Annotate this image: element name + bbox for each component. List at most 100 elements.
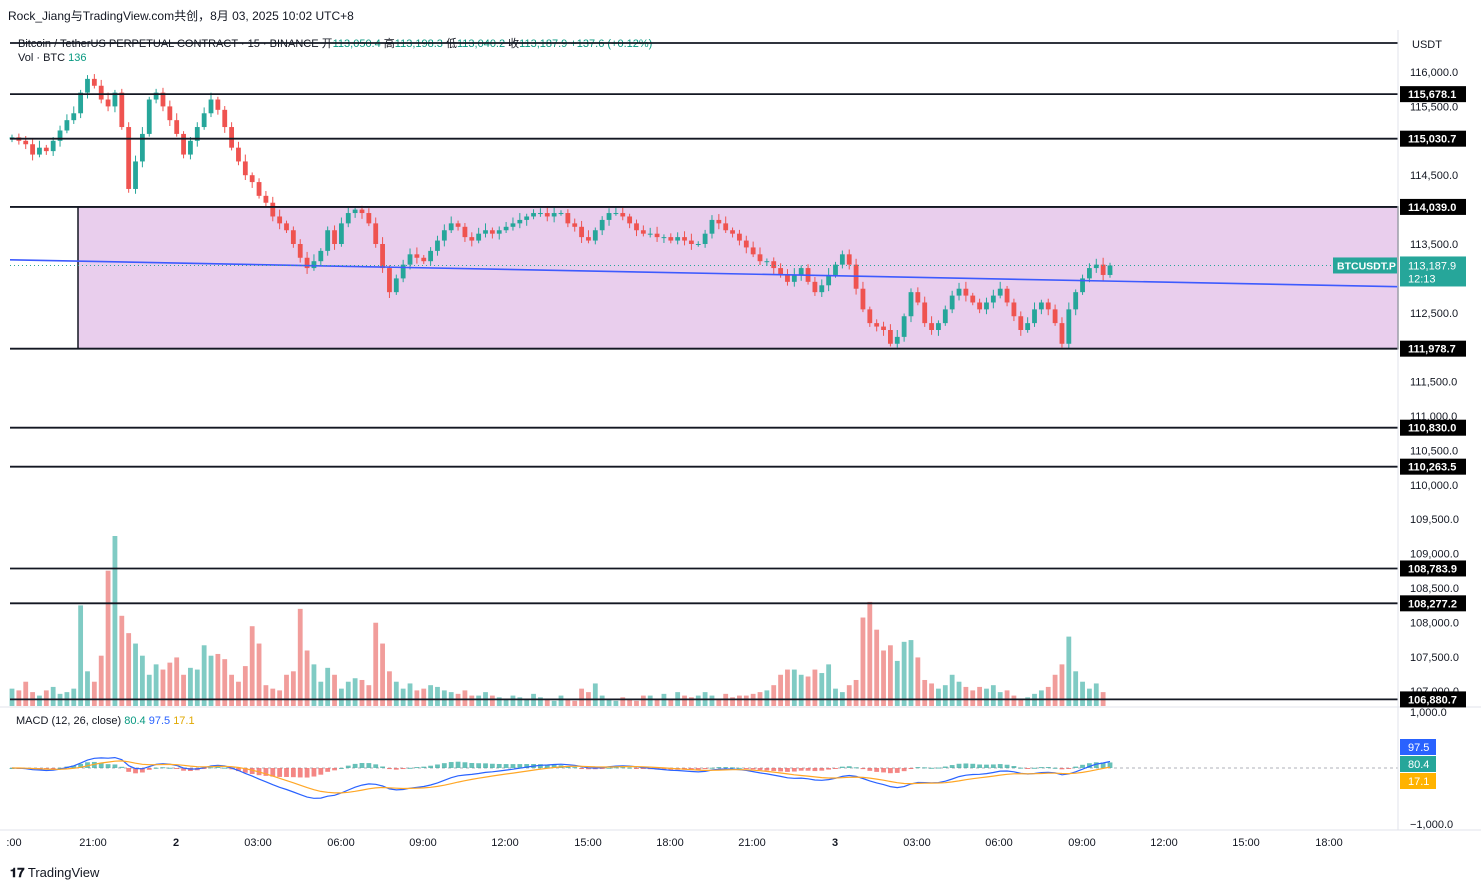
volume-bar[interactable] bbox=[977, 686, 983, 706]
volume-bar[interactable] bbox=[1052, 674, 1058, 706]
volume-bar[interactable] bbox=[1093, 683, 1099, 706]
volume-bar[interactable] bbox=[1045, 686, 1051, 706]
volume-bar[interactable] bbox=[942, 685, 948, 706]
candle[interactable] bbox=[263, 195, 269, 203]
volume-bar[interactable] bbox=[558, 695, 564, 706]
volume-bar[interactable] bbox=[647, 695, 653, 706]
volume-bar[interactable] bbox=[91, 681, 97, 706]
candle[interactable] bbox=[50, 140, 56, 152]
candle[interactable] bbox=[496, 230, 502, 234]
volume-bar[interactable] bbox=[380, 643, 385, 706]
volume-bar[interactable] bbox=[860, 617, 866, 706]
candle[interactable] bbox=[894, 336, 900, 344]
candle[interactable] bbox=[1011, 302, 1017, 317]
candle[interactable] bbox=[695, 244, 701, 245]
volume-bar[interactable] bbox=[654, 699, 660, 706]
candle[interactable] bbox=[1059, 323, 1065, 344]
volume-bar[interactable] bbox=[414, 690, 420, 706]
volume-bar[interactable] bbox=[400, 688, 406, 706]
candle[interactable] bbox=[318, 250, 324, 262]
candle[interactable] bbox=[139, 133, 145, 162]
volume-bar[interactable] bbox=[867, 601, 873, 706]
candle[interactable] bbox=[620, 213, 626, 217]
volume-bar[interactable] bbox=[181, 674, 186, 706]
volume-bar[interactable] bbox=[332, 674, 337, 706]
candle[interactable] bbox=[208, 99, 214, 114]
candle[interactable] bbox=[846, 254, 852, 265]
candle[interactable] bbox=[1045, 302, 1051, 310]
volume-bar[interactable] bbox=[620, 697, 626, 706]
candle[interactable] bbox=[290, 230, 296, 244]
candle[interactable] bbox=[791, 274, 797, 282]
volume-bar[interactable] bbox=[85, 671, 90, 706]
candle[interactable] bbox=[757, 254, 763, 262]
volume-bar[interactable] bbox=[510, 695, 516, 706]
volume-bar[interactable] bbox=[1004, 690, 1010, 706]
range-zone[interactable] bbox=[77, 206, 1399, 350]
candle[interactable] bbox=[915, 292, 921, 303]
volume-bar[interactable] bbox=[874, 629, 880, 706]
candle[interactable] bbox=[860, 288, 866, 310]
candle[interactable] bbox=[812, 281, 818, 293]
candle[interactable] bbox=[455, 223, 461, 227]
candle[interactable] bbox=[668, 237, 674, 241]
candle[interactable] bbox=[311, 261, 317, 269]
candle[interactable] bbox=[517, 219, 523, 224]
volume-bar[interactable] bbox=[881, 650, 886, 706]
candle[interactable] bbox=[133, 161, 138, 189]
candle[interactable] bbox=[949, 295, 955, 310]
volume-bar[interactable] bbox=[153, 664, 159, 706]
volume-bar[interactable] bbox=[805, 676, 811, 706]
candle[interactable] bbox=[112, 92, 118, 107]
volume-bar[interactable] bbox=[139, 655, 145, 706]
volume-bar[interactable] bbox=[222, 659, 228, 706]
candle[interactable] bbox=[284, 223, 289, 231]
volume-bar[interactable] bbox=[428, 685, 434, 706]
candle[interactable] bbox=[764, 261, 770, 263]
candle[interactable] bbox=[551, 213, 557, 217]
candle[interactable] bbox=[153, 92, 159, 100]
candle[interactable] bbox=[441, 230, 447, 241]
volume-bar[interactable] bbox=[435, 686, 440, 706]
candle[interactable] bbox=[332, 230, 337, 244]
volume-bar[interactable] bbox=[565, 699, 571, 706]
candle[interactable] bbox=[85, 78, 90, 93]
candle[interactable] bbox=[201, 113, 207, 128]
volume-bar[interactable] bbox=[894, 660, 900, 706]
candle[interactable] bbox=[936, 323, 941, 330]
volume-bar[interactable] bbox=[1011, 695, 1017, 706]
volume-bar[interactable] bbox=[318, 681, 324, 706]
candle[interactable] bbox=[78, 92, 84, 114]
candle[interactable] bbox=[236, 147, 241, 162]
volume-bar[interactable] bbox=[489, 695, 495, 706]
candle[interactable] bbox=[222, 109, 228, 128]
volume-bar[interactable] bbox=[640, 695, 646, 706]
volume-bar[interactable] bbox=[778, 674, 784, 706]
candle[interactable] bbox=[435, 240, 440, 251]
candle[interactable] bbox=[462, 226, 468, 238]
candle[interactable] bbox=[990, 295, 996, 303]
candle[interactable] bbox=[1073, 292, 1079, 310]
volume-bar[interactable] bbox=[98, 655, 104, 706]
candle[interactable] bbox=[1018, 316, 1024, 330]
candle[interactable] bbox=[448, 223, 454, 231]
candle[interactable] bbox=[126, 127, 132, 189]
volume-bar[interactable] bbox=[16, 690, 22, 706]
volume-bar[interactable] bbox=[627, 699, 633, 706]
volume-bar[interactable] bbox=[43, 690, 49, 706]
candle[interactable] bbox=[579, 226, 584, 238]
candle[interactable] bbox=[737, 233, 742, 241]
volume-bar[interactable] bbox=[387, 671, 392, 706]
candle[interactable] bbox=[640, 230, 646, 234]
volume-bar[interactable] bbox=[887, 645, 893, 706]
volume-bar[interactable] bbox=[352, 678, 358, 706]
volume-bar[interactable] bbox=[105, 570, 111, 706]
candle[interactable] bbox=[1052, 309, 1058, 324]
volume-bar[interactable] bbox=[476, 695, 482, 706]
candle[interactable] bbox=[476, 233, 482, 241]
volume-bar[interactable] bbox=[37, 695, 42, 706]
candle[interactable] bbox=[647, 233, 653, 235]
candle[interactable] bbox=[215, 99, 221, 110]
volume-bar[interactable] bbox=[50, 686, 56, 706]
candle[interactable] bbox=[57, 130, 63, 141]
